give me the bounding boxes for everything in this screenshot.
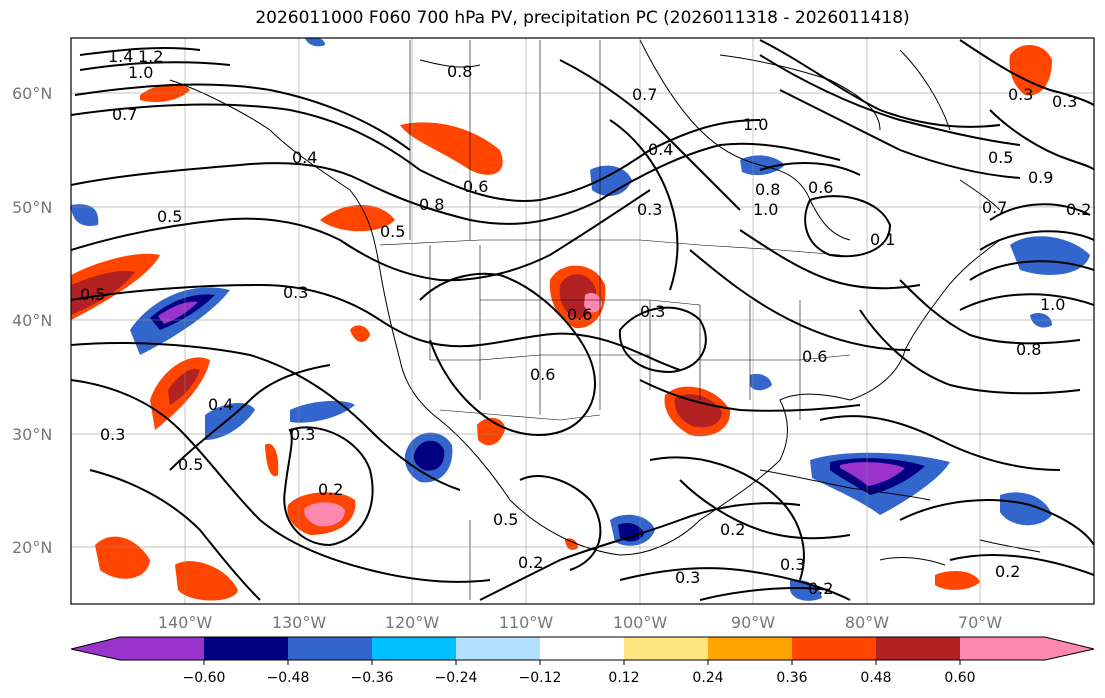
colorbar-cell bbox=[708, 637, 792, 660]
colorbar-tick-label: −0.36 bbox=[351, 670, 394, 686]
contour-label: 0.6 bbox=[808, 178, 833, 197]
contour-label: 0.3 bbox=[290, 425, 315, 444]
contour-label: 1.2 bbox=[138, 47, 163, 66]
contour-label: 0.5 bbox=[493, 510, 518, 529]
longitude-labels: 140°W 130°W 120°W 110°W 100°W 90°W 80°W … bbox=[158, 613, 1002, 632]
pv-contours bbox=[71, 39, 1094, 601]
colorbar-tick-label: −0.12 bbox=[519, 670, 562, 686]
contour-label: 0.8 bbox=[1016, 340, 1041, 359]
contour-label: 0.4 bbox=[648, 140, 673, 159]
contour-label: 0.8 bbox=[447, 62, 472, 81]
contour-label: 0.2 bbox=[720, 520, 745, 539]
contour-label: 1.0 bbox=[1040, 295, 1065, 314]
contour-label: 0.8 bbox=[419, 195, 444, 214]
contour-label: 0.2 bbox=[1066, 200, 1091, 219]
colorbar-cell bbox=[288, 637, 372, 660]
contour-label: 0.3 bbox=[640, 302, 665, 321]
colorbar-tick-label: 0.48 bbox=[860, 670, 891, 686]
contour-label: 0.3 bbox=[283, 283, 308, 302]
contour-label: 0.4 bbox=[292, 148, 317, 167]
lat-label: 50°N bbox=[12, 198, 52, 217]
contour-label: 0.3 bbox=[1008, 85, 1033, 104]
contour-label: 0.3 bbox=[780, 555, 805, 574]
colorbar-tick-label: −0.48 bbox=[267, 670, 310, 686]
colorbar-cell bbox=[204, 637, 288, 660]
colorbar-tick-label: 0.36 bbox=[776, 670, 807, 686]
contour-label: 0.5 bbox=[80, 285, 105, 304]
contour-label: 0.7 bbox=[982, 198, 1007, 217]
contour-label: 0.7 bbox=[632, 85, 657, 104]
contour-label: 1.0 bbox=[743, 115, 768, 134]
contour-label: 1.4 bbox=[108, 47, 133, 66]
lon-label: 80°W bbox=[845, 613, 889, 632]
contour-label: 0.2 bbox=[995, 562, 1020, 581]
contour-label: 0.5 bbox=[157, 207, 182, 226]
colorbar-cell bbox=[456, 637, 540, 660]
contour-label: 0.3 bbox=[1052, 92, 1077, 111]
colorbar-tick-label: −0.60 bbox=[183, 670, 226, 686]
contour-label: 0.6 bbox=[802, 347, 827, 366]
contour-label: 0.5 bbox=[380, 222, 405, 241]
lon-label: 70°W bbox=[958, 613, 1002, 632]
colorbar-tick-label: −0.24 bbox=[435, 670, 478, 686]
lon-label: 140°W bbox=[158, 613, 213, 632]
contour-label: 0.7 bbox=[112, 105, 137, 124]
contour-label: 0.8 bbox=[755, 180, 780, 199]
colorbar-cell bbox=[960, 637, 1045, 660]
contour-label: 0.3 bbox=[637, 200, 662, 219]
colorbar-cell bbox=[792, 637, 876, 660]
lon-label: 130°W bbox=[272, 613, 327, 632]
contour-label: 0.6 bbox=[530, 365, 555, 384]
colorbar-cell bbox=[120, 637, 204, 660]
latitude-labels: 60°N 50°N 40°N 30°N 20°N bbox=[12, 84, 52, 557]
contour-label: 0.3 bbox=[100, 425, 125, 444]
colorbar-cell bbox=[624, 637, 708, 660]
colorbar-cell bbox=[372, 637, 456, 660]
lat-label: 20°N bbox=[12, 538, 52, 557]
lon-label: 100°W bbox=[613, 613, 668, 632]
contour-label: 0.2 bbox=[808, 579, 833, 598]
contour-label: 0.1 bbox=[870, 230, 895, 249]
colorbar-tick-label: 0.60 bbox=[944, 670, 975, 686]
colorbar: −0.60 −0.48 −0.36 −0.24 −0.12 0.12 0.24 … bbox=[70, 636, 1095, 686]
lon-label: 90°W bbox=[731, 613, 775, 632]
lat-label: 30°N bbox=[12, 425, 52, 444]
contour-label: 0.2 bbox=[518, 553, 543, 572]
contour-label: 0.9 bbox=[1028, 168, 1053, 187]
lon-label: 120°W bbox=[385, 613, 440, 632]
contour-label: 0.4 bbox=[208, 395, 233, 414]
colorbar-outline bbox=[70, 636, 1095, 661]
contour-label: 1.0 bbox=[128, 63, 153, 82]
contour-label: 1.0 bbox=[753, 200, 778, 219]
contour-label: 0.5 bbox=[988, 148, 1013, 167]
lat-label: 60°N bbox=[12, 84, 52, 103]
lon-label: 110°W bbox=[499, 613, 554, 632]
contour-label: 0.6 bbox=[567, 305, 592, 324]
colorbar-tick-label: 0.24 bbox=[692, 670, 723, 686]
graticule bbox=[71, 38, 1094, 604]
contour-label: 0.6 bbox=[463, 177, 488, 196]
contour-label: 0.5 bbox=[178, 455, 203, 474]
contour-labels: 1.4 1.2 1.0 0.7 0.8 0.7 1.0 0.3 0.5 0.9 … bbox=[80, 47, 1091, 598]
colorbar-cell bbox=[540, 637, 624, 660]
colorbar-cell bbox=[1045, 637, 1094, 660]
colorbar-cell bbox=[71, 637, 120, 660]
lat-label: 40°N bbox=[12, 311, 52, 330]
map-title: 2026011000 F060 700 hPa PV, precipitatio… bbox=[255, 8, 910, 28]
colorbar-tick-label: 0.12 bbox=[608, 670, 639, 686]
contour-label: 0.2 bbox=[318, 480, 343, 499]
colorbar-cell bbox=[876, 637, 960, 660]
contour-label: 0.3 bbox=[675, 568, 700, 587]
map-frame bbox=[70, 37, 1095, 605]
